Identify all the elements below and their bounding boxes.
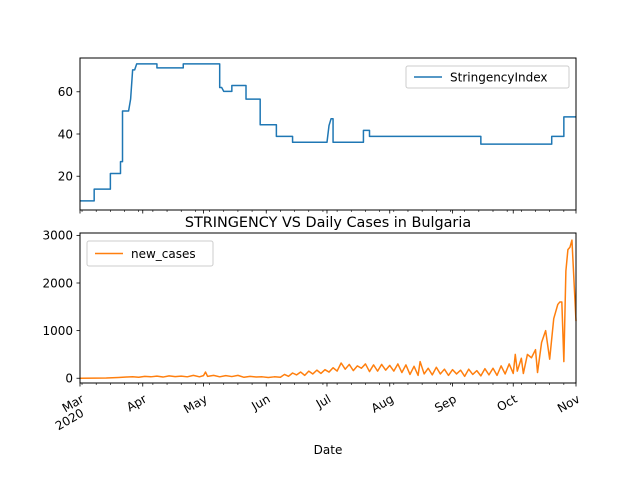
top-legend-label: StringencyIndex	[450, 71, 548, 85]
top-y-tick-label: 60	[58, 85, 73, 99]
bottom-axes-frame	[79, 232, 577, 384]
bottom-legend-box	[86, 240, 214, 267]
bottom-y-tick-label: 0	[65, 372, 73, 386]
top-series-line-0	[80, 63, 576, 202]
bottom-y-ticks: 0 1000 2000 3000	[42, 229, 80, 386]
top-panel: 20 40 60 StringencyIndex	[58, 57, 577, 214]
bottom-y-tick-label: 2000	[42, 276, 73, 290]
top-y-tick-label: 20	[58, 170, 73, 184]
bottom-y-tick-label: 1000	[42, 324, 73, 338]
bottom-x-axis-label: Date	[314, 443, 343, 457]
bottom-legend-label: new_cases	[131, 247, 196, 261]
top-axes-frame	[79, 57, 577, 211]
bottom-x-tick-label: Jul	[313, 392, 333, 412]
bottom-y-tick-label: 3000	[42, 229, 73, 243]
bottom-series-line-0	[79, 239, 577, 379]
bottom-chart-title: STRINGENCY VS Daily Cases in Bulgaria	[185, 215, 471, 231]
bottom-legend: new_cases	[86, 240, 214, 267]
top-legend-box	[405, 65, 570, 89]
top-y-ticks: 20 40 60	[58, 85, 80, 184]
top-y-tick-label: 40	[58, 127, 73, 141]
top-plot-area	[80, 63, 576, 202]
bottom-plot-area	[79, 239, 577, 379]
top-x-ticks	[79, 210, 577, 214]
top-legend: StringencyIndex	[405, 65, 570, 89]
